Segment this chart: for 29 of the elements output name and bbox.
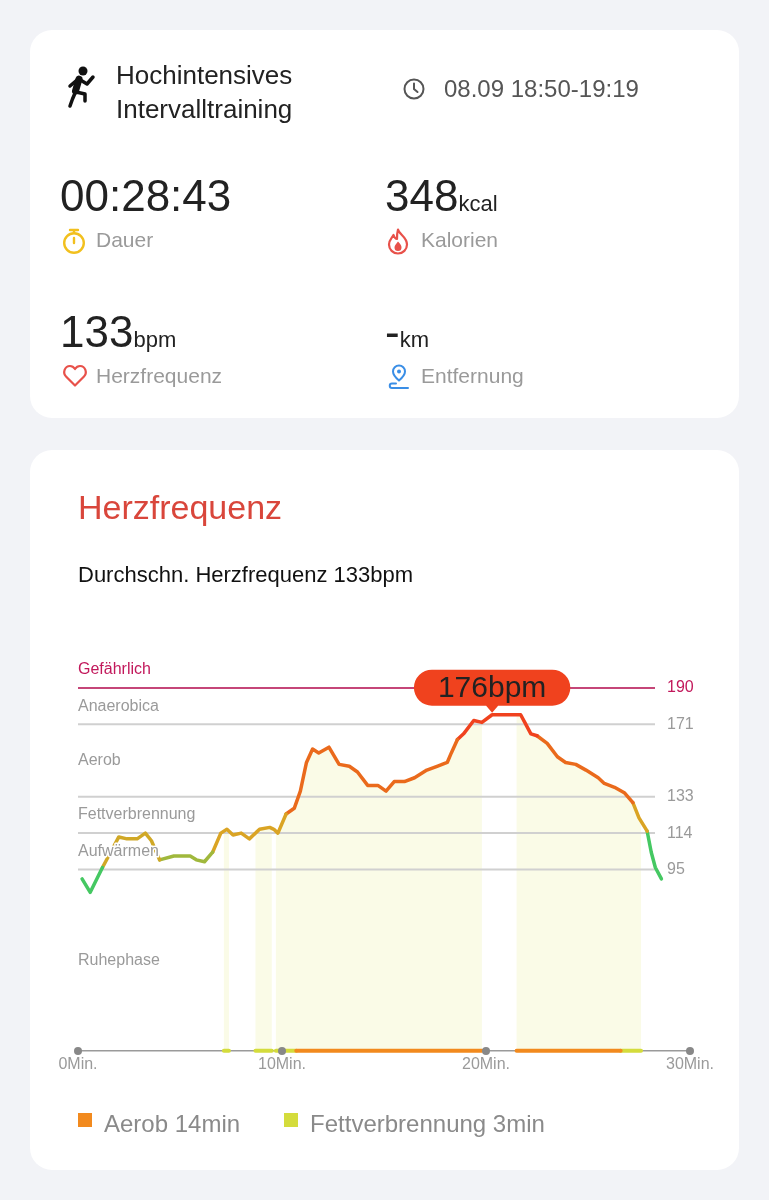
- x-tick-label: 0Min.: [58, 1054, 98, 1072]
- annotation: Fettverbrennung: [78, 805, 196, 823]
- x-tick-label: 20Min.: [461, 1054, 511, 1072]
- chart-title: Herzfrequenz: [78, 488, 283, 526]
- text: Hochintensives Intervalltraining: [116, 60, 293, 124]
- legend-label: Aerob 14min: [104, 1110, 241, 1138]
- chart-subtitle: Durchschn. Herzfrequenz 133bpm: [78, 562, 414, 587]
- ref-line-label: Gefährlich: [78, 660, 151, 678]
- legend-label: Fettverbrennung 3min: [310, 1110, 545, 1138]
- text: 348kcal: [385, 171, 498, 220]
- text: 00:28:43: [60, 171, 232, 220]
- x-tick-label: 30Min.: [665, 1054, 715, 1072]
- annotation: Aerob: [78, 750, 121, 768]
- annotation: Anaerobica: [78, 696, 160, 714]
- text: Entfernung: [421, 364, 524, 387]
- text: Dauer: [96, 228, 154, 251]
- text: -km: [385, 307, 429, 356]
- text: 133bpm: [60, 307, 177, 356]
- y-tick-label: 95: [667, 859, 685, 877]
- annotation: 176bpm: [437, 670, 547, 703]
- text: 08.09 18:50-19:19: [444, 75, 639, 102]
- text: Herzfrequenz: [96, 364, 223, 387]
- y-tick-label: 190: [667, 678, 694, 696]
- y-tick-label: 133: [667, 787, 694, 805]
- y-tick-label: 114: [667, 823, 693, 841]
- x-tick-label: 10Min.: [257, 1054, 307, 1072]
- y-tick-label: 171: [667, 714, 694, 732]
- text: Kalorien: [421, 228, 499, 251]
- annotation: Ruhephase: [78, 950, 160, 968]
